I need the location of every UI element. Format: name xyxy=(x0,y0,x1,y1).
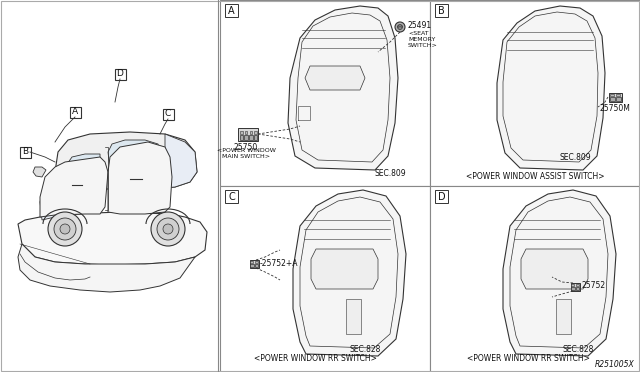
Bar xyxy=(255,131,257,134)
Polygon shape xyxy=(288,6,398,170)
Polygon shape xyxy=(18,244,195,292)
Bar xyxy=(250,131,252,134)
Polygon shape xyxy=(33,167,46,177)
Circle shape xyxy=(48,212,82,246)
Polygon shape xyxy=(293,190,406,356)
Polygon shape xyxy=(108,142,172,214)
Bar xyxy=(609,96,614,100)
Polygon shape xyxy=(150,134,197,189)
Text: B: B xyxy=(438,6,445,16)
Bar xyxy=(556,299,571,334)
Text: SEC.828: SEC.828 xyxy=(563,345,594,354)
Text: A: A xyxy=(228,6,235,16)
Bar xyxy=(576,284,579,286)
Polygon shape xyxy=(305,66,365,90)
Text: 25750: 25750 xyxy=(234,143,258,152)
Bar xyxy=(255,261,258,263)
Text: SEC.809: SEC.809 xyxy=(374,169,406,178)
Polygon shape xyxy=(40,172,100,220)
Bar xyxy=(220,0,430,186)
Bar xyxy=(572,284,574,286)
Bar xyxy=(346,299,361,334)
Circle shape xyxy=(151,212,185,246)
Text: <POWER WINDOW RR SWITCH>: <POWER WINDOW RR SWITCH> xyxy=(467,354,589,363)
Text: <POWER WINDOW RR SWITCH>: <POWER WINDOW RR SWITCH> xyxy=(253,354,376,363)
Polygon shape xyxy=(18,212,207,265)
Polygon shape xyxy=(55,132,197,189)
Bar xyxy=(435,4,448,17)
Bar xyxy=(249,135,253,140)
Bar xyxy=(570,283,579,291)
Polygon shape xyxy=(497,6,605,170)
Text: 25752: 25752 xyxy=(581,280,605,289)
Bar xyxy=(609,93,621,102)
Polygon shape xyxy=(62,154,100,189)
FancyBboxPatch shape xyxy=(19,147,31,157)
Bar xyxy=(244,135,248,140)
FancyBboxPatch shape xyxy=(70,106,81,118)
Polygon shape xyxy=(40,157,108,217)
Text: D: D xyxy=(438,192,445,202)
Bar xyxy=(250,261,253,263)
Circle shape xyxy=(397,26,399,27)
Circle shape xyxy=(54,218,76,240)
FancyBboxPatch shape xyxy=(163,109,173,119)
Circle shape xyxy=(401,26,403,27)
Circle shape xyxy=(163,224,173,234)
Text: R251005X: R251005X xyxy=(595,360,635,369)
Polygon shape xyxy=(311,249,378,289)
Bar xyxy=(250,263,253,267)
Bar xyxy=(225,190,238,203)
Polygon shape xyxy=(521,249,588,289)
Bar xyxy=(255,263,258,267)
Bar xyxy=(245,131,247,134)
Polygon shape xyxy=(503,190,616,356)
Bar xyxy=(430,186,640,372)
Bar xyxy=(575,286,579,290)
Text: SEC.809: SEC.809 xyxy=(559,153,591,162)
Bar xyxy=(250,260,259,268)
Bar xyxy=(430,0,640,186)
Circle shape xyxy=(397,25,403,29)
Polygon shape xyxy=(108,140,160,172)
Text: A: A xyxy=(72,108,78,116)
Circle shape xyxy=(157,218,179,240)
Text: 25491: 25491 xyxy=(408,20,432,29)
Text: -25752+A: -25752+A xyxy=(260,260,298,269)
Text: <POWER WINDOW
MAIN SWITCH>: <POWER WINDOW MAIN SWITCH> xyxy=(216,148,275,159)
Text: 25750M: 25750M xyxy=(600,104,630,113)
Bar xyxy=(616,94,620,96)
Bar xyxy=(610,94,614,96)
Bar xyxy=(225,4,238,17)
Text: C: C xyxy=(228,192,235,202)
Bar xyxy=(571,286,575,290)
Bar xyxy=(238,128,258,141)
Bar xyxy=(254,135,257,140)
Text: C: C xyxy=(165,109,171,119)
Bar xyxy=(220,186,430,372)
Bar xyxy=(240,131,243,134)
Circle shape xyxy=(395,22,405,32)
Text: SEC.828: SEC.828 xyxy=(349,345,381,354)
Text: B: B xyxy=(22,148,28,157)
Bar xyxy=(435,190,448,203)
Bar xyxy=(239,135,243,140)
Circle shape xyxy=(60,224,70,234)
Text: <POWER WINDOW ASSIST SWITCH>: <POWER WINDOW ASSIST SWITCH> xyxy=(466,172,604,181)
Bar xyxy=(616,96,621,100)
Text: <SEAT
MEMORY
SWITCH>: <SEAT MEMORY SWITCH> xyxy=(408,31,438,48)
FancyBboxPatch shape xyxy=(115,68,125,80)
Text: D: D xyxy=(116,70,124,78)
